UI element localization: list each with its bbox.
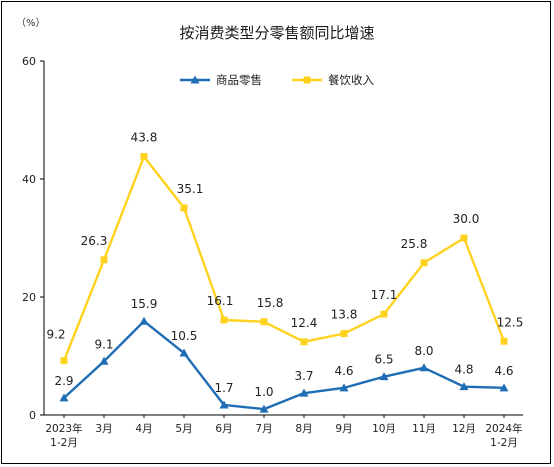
data-label: 25.8 (401, 237, 428, 251)
data-point-marker (340, 330, 348, 338)
data-point-marker (180, 204, 188, 212)
data-label: 6.5 (374, 353, 393, 367)
x-tick-label: 10月 (372, 423, 396, 435)
data-point-marker (60, 357, 68, 365)
legend-label: 商品零售 (216, 73, 262, 87)
data-label: 10.5 (171, 329, 198, 343)
y-tick-label: 20 (22, 291, 36, 304)
y-tick-label: 0 (29, 409, 36, 422)
x-tick-label: 9月 (335, 423, 352, 435)
data-point-marker (380, 310, 388, 318)
data-label: 35.1 (177, 182, 204, 196)
data-point-marker (59, 393, 69, 402)
legend-marker (190, 75, 200, 84)
data-point-marker (220, 316, 228, 324)
data-point-marker (419, 363, 429, 372)
data-point-marker (219, 400, 229, 409)
x-tick-label: 1-2月 (50, 437, 78, 449)
data-point-marker (299, 388, 309, 397)
chart-title: 按消费类型分零售额同比增速 (179, 24, 375, 42)
data-label: 1.7 (214, 381, 233, 395)
data-point-marker (420, 259, 428, 267)
data-label: 4.8 (454, 363, 473, 377)
x-tick-label: 5月 (175, 423, 192, 435)
data-label: 3.7 (294, 369, 313, 383)
data-label: 1.0 (254, 385, 273, 399)
data-label: 43.8 (131, 131, 158, 145)
x-tick-label: 3月 (95, 423, 112, 435)
x-tick-label: 6月 (215, 423, 232, 435)
y-tick-label: 60 (22, 55, 36, 68)
data-label: 9.1 (94, 337, 113, 351)
legend-label: 餐饮收入 (328, 73, 374, 87)
data-label: 4.6 (334, 364, 353, 378)
data-point-marker (140, 153, 148, 161)
data-point-marker (179, 348, 189, 357)
data-label: 26.3 (81, 234, 108, 248)
x-tick-label: 7月 (255, 423, 272, 435)
data-point-marker (300, 338, 308, 346)
data-point-marker (259, 404, 269, 413)
data-label: 12.4 (291, 316, 318, 330)
data-label: 2.9 (54, 374, 73, 388)
data-point-marker (499, 383, 509, 392)
data-label: 15.8 (257, 296, 284, 310)
data-label: 4.6 (494, 364, 513, 378)
data-point-marker (500, 337, 508, 345)
x-tick-label: 12月 (452, 423, 476, 435)
legend-marker (303, 76, 311, 84)
data-point-marker (260, 318, 268, 326)
x-tick-label: 8月 (295, 423, 312, 435)
data-point-marker (460, 234, 468, 242)
data-point-marker (459, 382, 469, 391)
y-axis-unit-label: （%） (16, 18, 46, 29)
data-label: 9.2 (46, 328, 65, 342)
y-tick-label: 40 (22, 173, 36, 186)
series-line (62, 155, 506, 362)
x-tick-label: 1-2月 (490, 437, 518, 449)
data-point-marker (379, 372, 389, 381)
data-label: 13.8 (331, 308, 358, 322)
data-label: 12.5 (497, 315, 524, 329)
x-tick-label: 11月 (412, 423, 436, 435)
data-label: 16.1 (207, 294, 234, 308)
data-point-marker (99, 356, 109, 365)
data-point-marker (339, 383, 349, 392)
x-tick-label: 2023年 (45, 422, 82, 435)
data-label: 30.0 (453, 212, 480, 226)
series-line (63, 319, 505, 411)
data-label: 17.1 (371, 288, 398, 302)
data-point-marker (100, 256, 108, 264)
x-tick-label: 4月 (135, 423, 152, 435)
x-tick-label: 2024年 (485, 422, 522, 435)
data-point-marker (139, 316, 149, 325)
data-label: 8.0 (414, 344, 433, 358)
data-label: 15.9 (131, 297, 158, 311)
